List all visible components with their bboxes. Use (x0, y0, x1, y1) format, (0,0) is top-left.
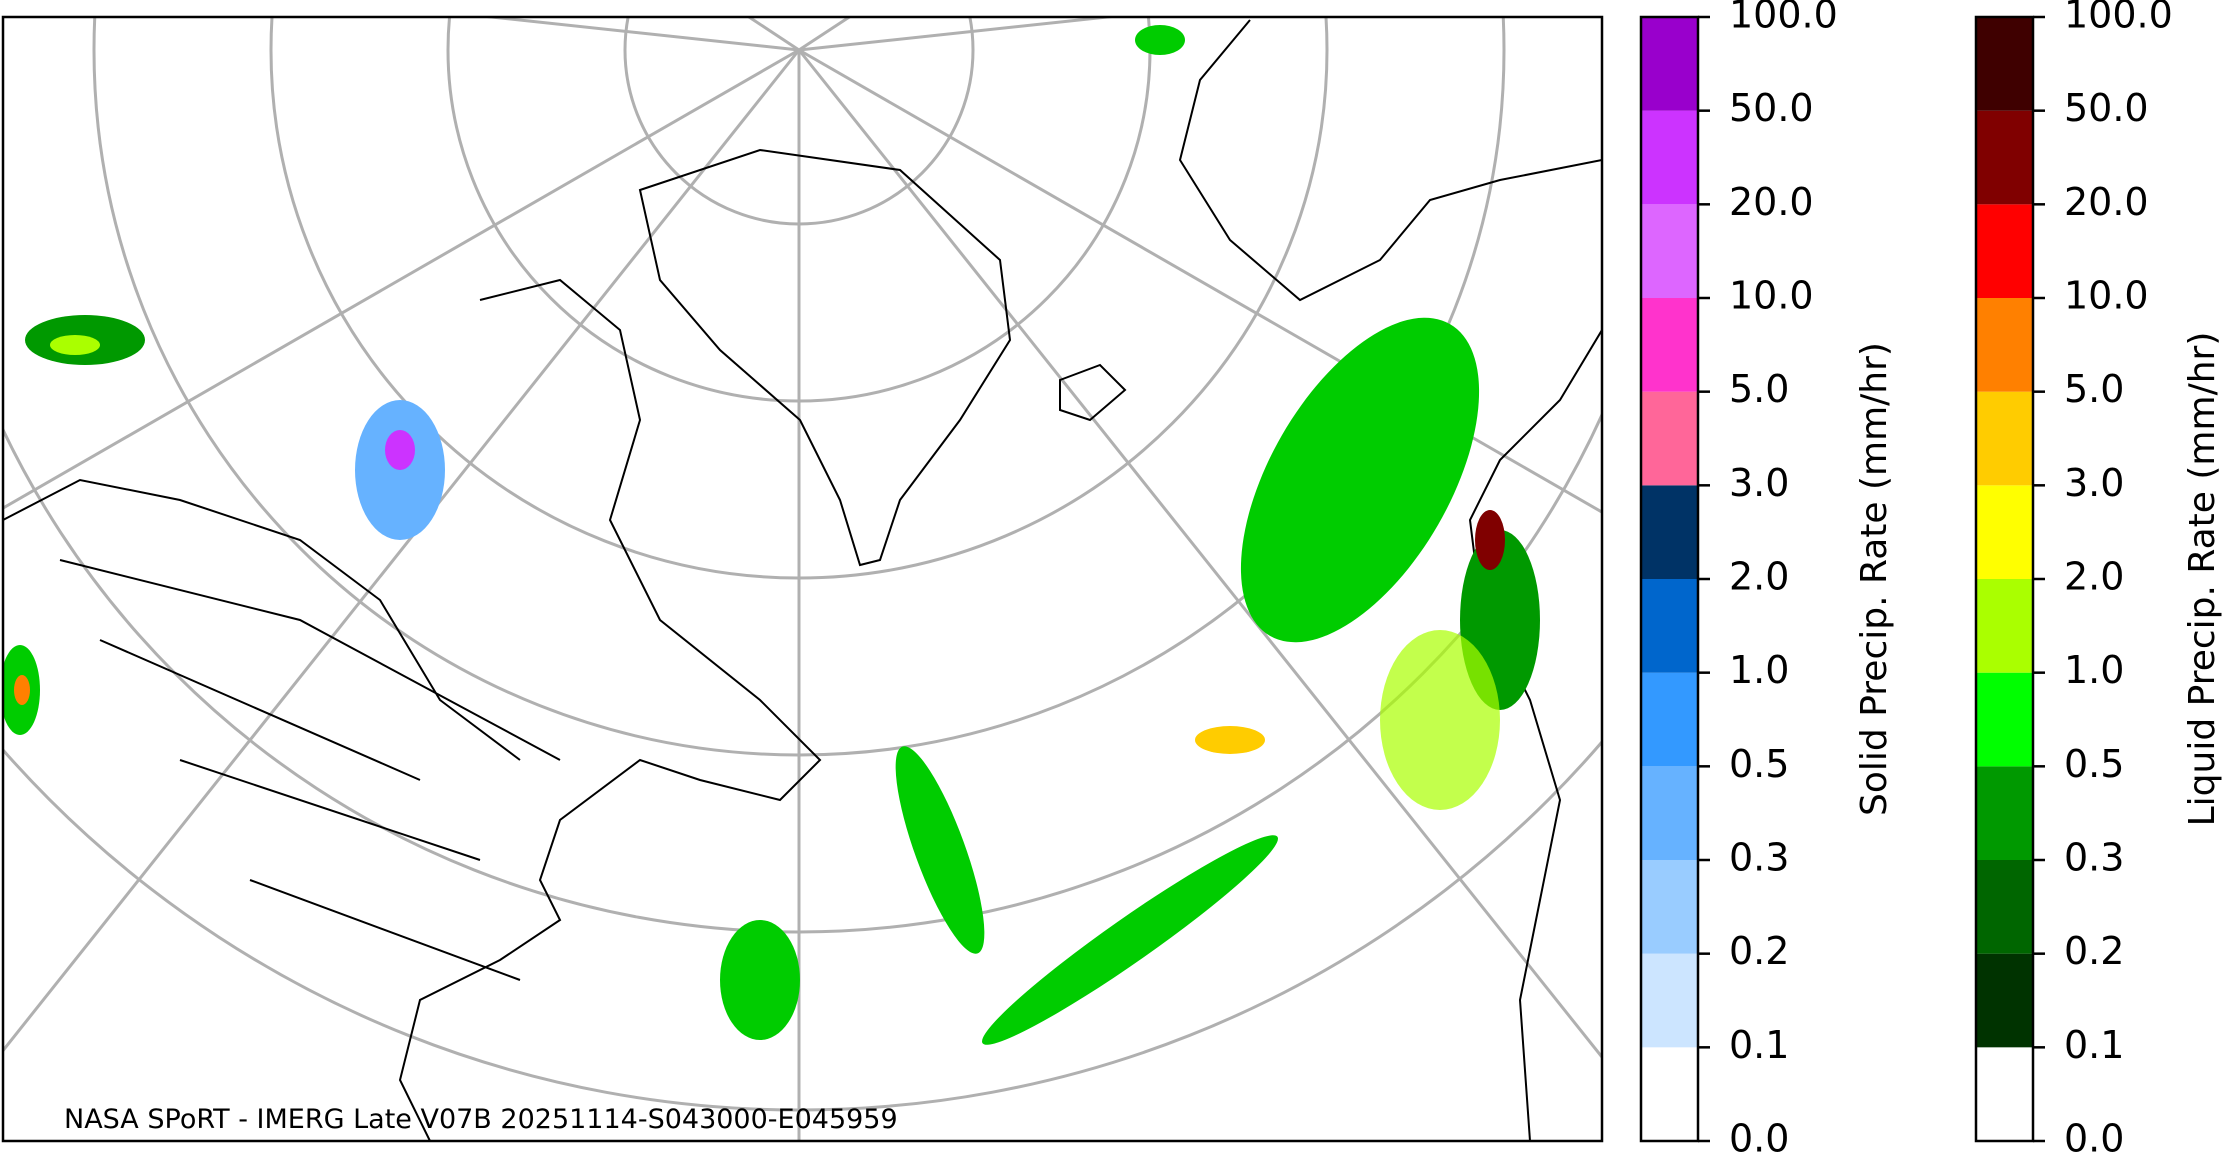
colorbar-tick-label: 10.0 (2064, 274, 2149, 318)
colorbar-segment (1976, 953, 2033, 1048)
colorbar-tick-label: 5.0 (2064, 367, 2124, 411)
colorbar-segment (1641, 17, 1698, 111)
colorbar-segment (1641, 298, 1698, 392)
colorbar-segment (1641, 953, 1698, 1048)
colorbar-title: Liquid Precip. Rate (mm/hr) (2182, 332, 2223, 827)
precipitation (3, 25, 1540, 1045)
caption: NASA SPoRT - IMERG Late V07B 20251114-S0… (64, 1104, 898, 1135)
colorbar-tick-label: 0.5 (1729, 742, 1789, 786)
colorbar-segment (1641, 579, 1698, 673)
colorbar-segment (1641, 204, 1698, 298)
colorbar-segment (1976, 766, 2033, 860)
colorbar-segment (1976, 485, 2033, 579)
colorbar-segment (1641, 672, 1698, 767)
colorbar-segment (1976, 579, 2033, 673)
colorbar-segment (1641, 110, 1698, 205)
colorbar-title: Solid Precip. Rate (mm/hr) (1854, 342, 1895, 816)
colorbar-tick-label: 3.0 (1729, 461, 1789, 505)
colorbar-segment (1641, 766, 1698, 860)
colorbar-segment (1641, 860, 1698, 954)
colorbar-segment (1641, 485, 1698, 579)
colorbar-tick-label: 10.0 (1729, 274, 1814, 318)
colorbar-tick-label: 0.1 (2064, 1023, 2124, 1067)
colorbar-segment (1976, 17, 2033, 111)
colorbar-tick-label: 5.0 (1729, 367, 1789, 411)
colorbar-segment (1976, 298, 2033, 392)
coastlines (3, 19, 1602, 1141)
colorbar-tick-label: 1.0 (2064, 648, 2124, 692)
colorbar-tick-label: 0.3 (1729, 836, 1789, 880)
colorbar-tick-label: 20.0 (1729, 180, 1814, 224)
colorbar-segment (1976, 204, 2033, 298)
colorbar-tick-label: 50.0 (2064, 86, 2149, 130)
colorbar-tick-label: 50.0 (1729, 86, 1814, 130)
colorbar-segment (1976, 110, 2033, 205)
colorbar-tick-label: 0.1 (1729, 1023, 1789, 1067)
colorbar-tick-label: 2.0 (2064, 555, 2124, 599)
colorbar-tick-label: 1.0 (1729, 648, 1789, 692)
colorbar-tick-label: 100.0 (2064, 0, 2173, 37)
colorbar-tick-label: 0.5 (2064, 742, 2124, 786)
colorbar-segment (1976, 1047, 2033, 1141)
map-frame (1, 15, 1604, 1143)
colorbar-segment (1641, 391, 1698, 486)
colorbar-tick-label: 20.0 (2064, 180, 2149, 224)
colorbar-tick-label: 0.0 (1729, 1117, 1789, 1161)
colorbar-segment (1976, 860, 2033, 954)
colorbar-tick-label: 2.0 (1729, 555, 1789, 599)
colorbar-tick-label: 0.2 (2064, 929, 2124, 973)
colorbar-tick-label: 0.2 (1729, 929, 1789, 973)
colorbar-segment (1976, 672, 2033, 767)
colorbar-tick-label: 100.0 (1729, 0, 1838, 37)
colorbar-tick-label: 0.3 (2064, 836, 2124, 880)
colorbar-segment (1641, 1047, 1698, 1141)
colorbar-tick-label: 0.0 (2064, 1117, 2124, 1161)
colorbar-tick-label: 3.0 (2064, 461, 2124, 505)
colorbar-segment (1976, 391, 2033, 486)
